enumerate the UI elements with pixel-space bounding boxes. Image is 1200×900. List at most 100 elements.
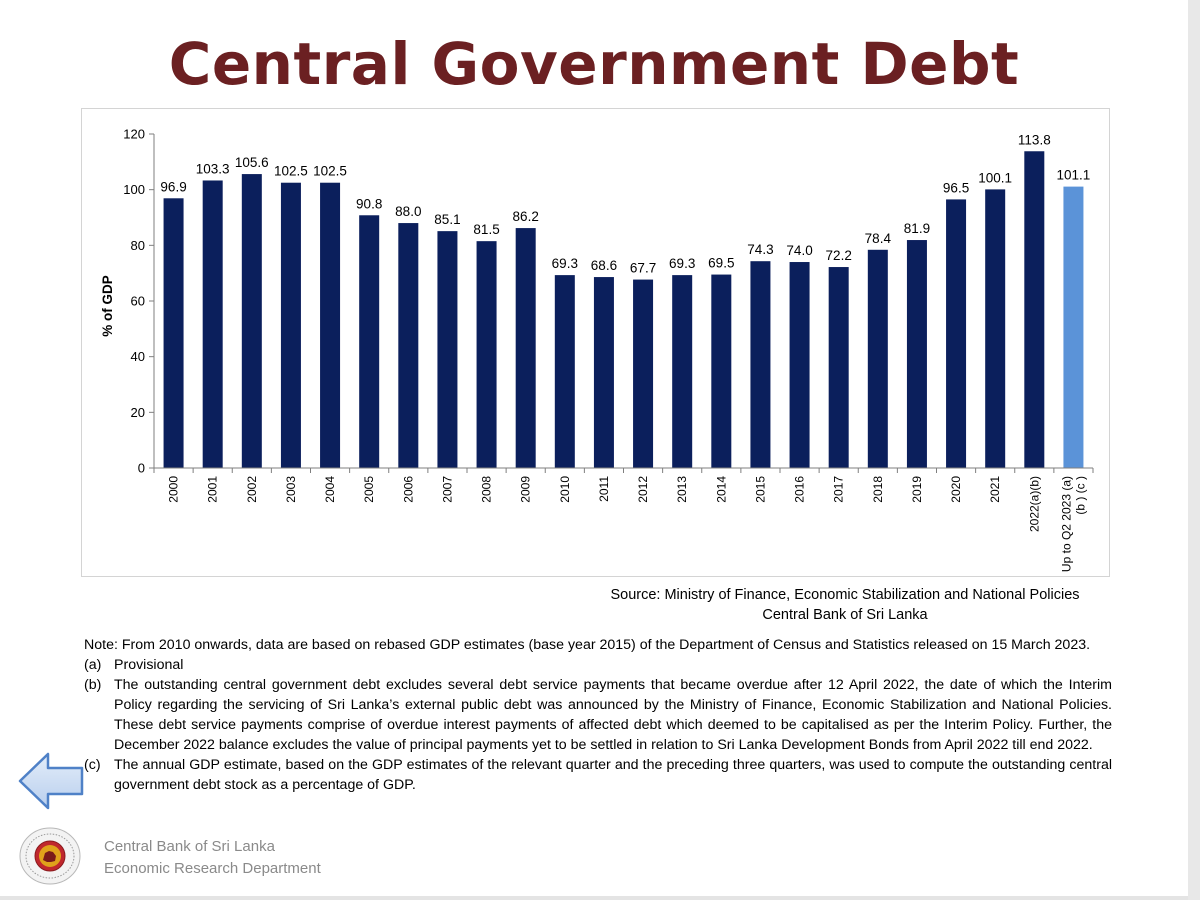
- svg-text:2003: 2003: [284, 476, 298, 503]
- x-tick-label: 2021: [988, 476, 1002, 503]
- data-label: 96.5: [943, 180, 969, 195]
- y-tick-label: 20: [131, 405, 145, 420]
- svg-text:2004: 2004: [323, 476, 337, 503]
- footnote-c: (c) The annual GDP estimate, based on th…: [84, 755, 1112, 795]
- svg-text:2019: 2019: [910, 476, 924, 503]
- svg-text:2020: 2020: [949, 476, 963, 503]
- bar: [515, 228, 536, 468]
- bar: [711, 274, 732, 468]
- svg-text:2011: 2011: [597, 476, 611, 502]
- y-tick-label: 40: [131, 349, 145, 364]
- bar: [241, 174, 262, 468]
- x-tick-label: 2008: [480, 476, 494, 503]
- x-tick-label: 2009: [519, 476, 533, 503]
- data-label: 74.3: [747, 242, 773, 257]
- x-tick-label: 2014: [714, 476, 728, 503]
- bar: [672, 275, 693, 468]
- y-axis-title: % of GDP: [100, 275, 115, 337]
- bar: [1063, 186, 1084, 468]
- svg-text:2000: 2000: [167, 476, 181, 503]
- footnote-marker: (c): [84, 757, 101, 773]
- bar: [789, 262, 810, 468]
- page-title: Central Government Debt: [168, 30, 1020, 98]
- bar: [359, 215, 380, 468]
- x-tick-label: 2002: [245, 476, 259, 503]
- svg-text:2015: 2015: [753, 476, 767, 503]
- footnote-text: The outstanding central government debt …: [114, 677, 1112, 753]
- notes-section: Note: From 2010 onwards, data are based …: [84, 635, 1112, 795]
- data-label: 78.4: [865, 231, 892, 246]
- x-tick-label: 2003: [284, 476, 298, 503]
- x-tick-label: 2022(a)(b): [1027, 476, 1041, 532]
- svg-text:2002: 2002: [245, 476, 259, 503]
- bar: [398, 223, 419, 468]
- data-label: 72.2: [826, 248, 852, 263]
- data-label: 69.5: [708, 256, 734, 271]
- source-line-1: Source: Ministry of Finance, Economic St…: [610, 587, 1080, 603]
- data-label: 74.0: [786, 243, 812, 258]
- svg-text:2018: 2018: [871, 476, 885, 503]
- bar: [320, 182, 341, 468]
- note-intro: Note: From 2010 onwards, data are based …: [84, 637, 1091, 653]
- data-label: 102.5: [274, 164, 308, 179]
- data-label: 103.3: [196, 161, 230, 176]
- bar: [280, 182, 301, 468]
- svg-text:2008: 2008: [480, 476, 494, 503]
- svg-text:2010: 2010: [558, 476, 572, 503]
- data-label: 81.5: [473, 222, 499, 237]
- bottom-edge-strip: [0, 896, 1188, 900]
- svg-text:2001: 2001: [206, 476, 220, 503]
- org-line-2: Economic Research Department: [104, 860, 321, 877]
- bar: [906, 240, 927, 468]
- svg-text:2013: 2013: [675, 476, 689, 503]
- y-tick-label: 120: [123, 127, 145, 142]
- x-tick-label: 2017: [832, 476, 846, 503]
- bar: [946, 199, 967, 468]
- bar: [163, 198, 184, 469]
- data-label: 105.6: [235, 155, 269, 170]
- y-tick-label: 60: [131, 294, 145, 309]
- x-tick-label: 2006: [401, 476, 415, 503]
- footnote-text: Provisional: [114, 657, 184, 673]
- left-arrow-icon[interactable]: [18, 752, 84, 815]
- y-tick-label: 100: [123, 182, 145, 197]
- central-bank-seal-icon: [18, 826, 82, 891]
- data-label: 85.1: [434, 212, 460, 227]
- bar: [202, 180, 223, 468]
- x-tick-label: 2000: [167, 476, 181, 503]
- footnote-marker: (b): [84, 677, 102, 693]
- bar: [750, 261, 771, 468]
- svg-text:2009: 2009: [519, 476, 533, 503]
- data-label: 86.2: [513, 209, 539, 224]
- bar: [554, 275, 575, 468]
- data-label: 101.1: [1057, 168, 1091, 183]
- bar: [476, 241, 497, 468]
- bar: [828, 267, 849, 468]
- svg-text:2017: 2017: [832, 476, 846, 503]
- x-tick-label: 2018: [871, 476, 885, 503]
- svg-text:2022(a)(b): 2022(a)(b): [1027, 476, 1041, 532]
- data-label: 102.5: [313, 164, 347, 179]
- data-label: 90.8: [356, 196, 382, 211]
- svg-text:2012: 2012: [636, 476, 650, 503]
- data-label: 88.0: [395, 204, 421, 219]
- footnote-a: (a) Provisional: [84, 655, 1112, 675]
- data-label: 100.1: [978, 170, 1012, 185]
- bar: [633, 279, 654, 468]
- x-tick-label: 2019: [910, 476, 924, 503]
- data-label: 69.3: [552, 256, 578, 271]
- x-tick-label: 2020: [949, 476, 963, 503]
- bar: [593, 277, 614, 468]
- x-tick-label: 2007: [440, 476, 454, 503]
- x-tick-label: 2010: [558, 476, 572, 503]
- source-note: Source: Ministry of Finance, Economic St…: [560, 585, 1130, 625]
- svg-text:2014: 2014: [714, 476, 728, 503]
- svg-text:Up to Q2 2023 (a): Up to Q2 2023 (a): [1059, 476, 1073, 572]
- bar: [437, 231, 458, 468]
- x-tick-label: 2005: [362, 476, 376, 503]
- chart-frame: 0 20 40 60 80 100 120 % of GDP 96.9 2000 103.3 2001…: [81, 108, 1110, 577]
- data-label: 69.3: [669, 256, 695, 271]
- bar-chart: 0 20 40 60 80 100 120 % of GDP 96.9 2000 103.3 2001…: [100, 127, 1094, 572]
- svg-text:2005: 2005: [362, 476, 376, 503]
- bar: [985, 189, 1006, 468]
